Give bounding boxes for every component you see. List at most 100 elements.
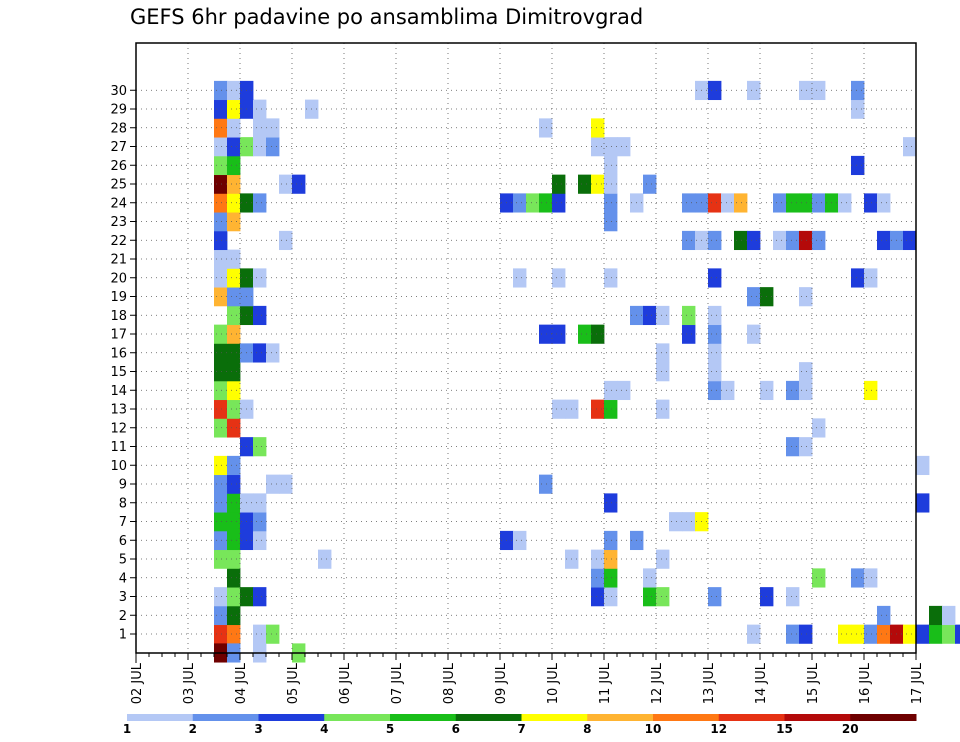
heatmap-cell	[591, 549, 605, 569]
heatmap-cell	[214, 587, 228, 607]
heatmap-cell	[864, 380, 878, 401]
heatmap-cell	[656, 305, 670, 326]
heatmap-cell	[253, 437, 267, 457]
heatmap-cell	[227, 493, 241, 513]
heatmap-cell	[591, 174, 605, 194]
heatmap-cell	[227, 568, 241, 588]
heatmap-cell	[214, 230, 228, 251]
x-tick-label: 16 JUL	[858, 662, 873, 704]
heatmap-cell	[253, 512, 267, 532]
heatmap-cell	[227, 418, 241, 438]
heatmap-cell	[591, 399, 605, 419]
heatmap-cell	[604, 193, 618, 213]
heatmap-cell	[747, 80, 761, 101]
heatmap-cell	[656, 362, 670, 382]
heatmap-cell	[227, 605, 241, 626]
heatmap-cell	[617, 137, 631, 157]
heatmap-cell	[604, 587, 618, 607]
y-tick-label: 12	[110, 421, 127, 436]
heatmap-cell	[604, 399, 618, 419]
y-tick-label: 6	[119, 534, 127, 549]
heatmap-cell	[682, 230, 696, 251]
heatmap-cell	[253, 493, 267, 513]
x-tick-label: 14 JUL	[754, 662, 769, 704]
heatmap-cell	[708, 380, 722, 401]
heatmap-cell	[604, 549, 618, 569]
heatmap-cell	[227, 287, 241, 307]
heatmap-cell	[916, 493, 930, 513]
heatmap-cell	[604, 268, 618, 288]
heatmap-cell	[552, 399, 566, 419]
heatmap-cell	[851, 80, 865, 101]
heatmap-cell	[877, 193, 891, 213]
heatmap-cell	[214, 493, 228, 513]
heatmap-cell	[253, 268, 267, 288]
heatmap-cell	[604, 530, 618, 551]
heatmap-cell	[643, 587, 657, 607]
heatmap-cell	[786, 587, 800, 607]
heatmap-cell	[682, 512, 696, 532]
heatmap-cell	[227, 212, 241, 232]
heatmap-cell	[227, 155, 241, 176]
heatmap-cell	[864, 268, 878, 288]
heatmap-cell	[903, 624, 917, 644]
heatmap-cell	[214, 174, 228, 194]
heatmap-cell	[214, 362, 228, 382]
y-tick-label: 29	[110, 103, 127, 118]
legend-label: 1	[123, 722, 131, 736]
heatmap-cell	[838, 193, 852, 213]
heatmap-cell	[747, 624, 761, 644]
heatmap-cell	[916, 455, 930, 476]
legend-swatch	[127, 714, 194, 721]
heatmap-cell	[227, 118, 241, 138]
heatmap-cell	[747, 324, 761, 344]
heatmap-cell	[656, 587, 670, 607]
heatmap-cell	[253, 305, 267, 326]
legend-swatch	[258, 714, 325, 721]
heatmap-cell	[903, 230, 917, 251]
heatmap-cell	[916, 624, 930, 644]
y-tick-label: 26	[110, 159, 127, 174]
heatmap-cell	[786, 193, 800, 213]
legend-swatch	[587, 714, 654, 721]
heatmap-cell	[513, 193, 527, 213]
heatmap-cell	[266, 343, 280, 363]
chart-title: GEFS 6hr padavine po ansamblima Dimitrov…	[130, 5, 644, 29]
heatmap-cell	[227, 137, 241, 157]
y-tick-label: 19	[110, 290, 127, 305]
heatmap-cell	[799, 80, 813, 101]
heatmap-cell	[604, 212, 618, 232]
heatmap-cell	[214, 118, 228, 138]
heatmap-cell	[214, 380, 228, 401]
legend-swatch	[455, 714, 522, 721]
heatmap-cell	[786, 380, 800, 401]
x-tick-label: 07 JUL	[390, 662, 405, 704]
heatmap-cell	[604, 137, 618, 157]
heatmap-cell	[812, 80, 826, 101]
heatmap-cell	[266, 118, 280, 138]
heatmap-cell	[253, 343, 267, 363]
heatmap-cell	[877, 624, 891, 644]
x-tick-label: 06 JUL	[338, 662, 353, 704]
y-tick-label: 9	[119, 478, 127, 493]
heatmap-cell	[799, 193, 813, 213]
heatmap-cell	[214, 455, 228, 476]
heatmap-cell	[682, 324, 696, 344]
heatmap-cell	[214, 343, 228, 363]
heatmap-cell	[279, 474, 293, 494]
heatmap-cell	[214, 418, 228, 438]
heatmap-cell	[227, 99, 241, 119]
cells-layer	[214, 80, 960, 663]
heatmap-cell	[552, 324, 566, 344]
y-tick-label: 28	[110, 121, 127, 136]
heatmap-cell	[214, 155, 228, 176]
heatmap-cell	[851, 155, 865, 176]
heatmap-cell	[526, 193, 540, 213]
heatmap-cell	[552, 174, 566, 194]
heatmap-cell	[656, 343, 670, 363]
heatmap-cell	[708, 324, 722, 344]
y-tick-label: 27	[110, 140, 127, 155]
y-tick-label: 4	[119, 571, 127, 586]
y-tick-label: 24	[110, 196, 127, 211]
x-tick-label: 05 JUL	[286, 662, 301, 704]
